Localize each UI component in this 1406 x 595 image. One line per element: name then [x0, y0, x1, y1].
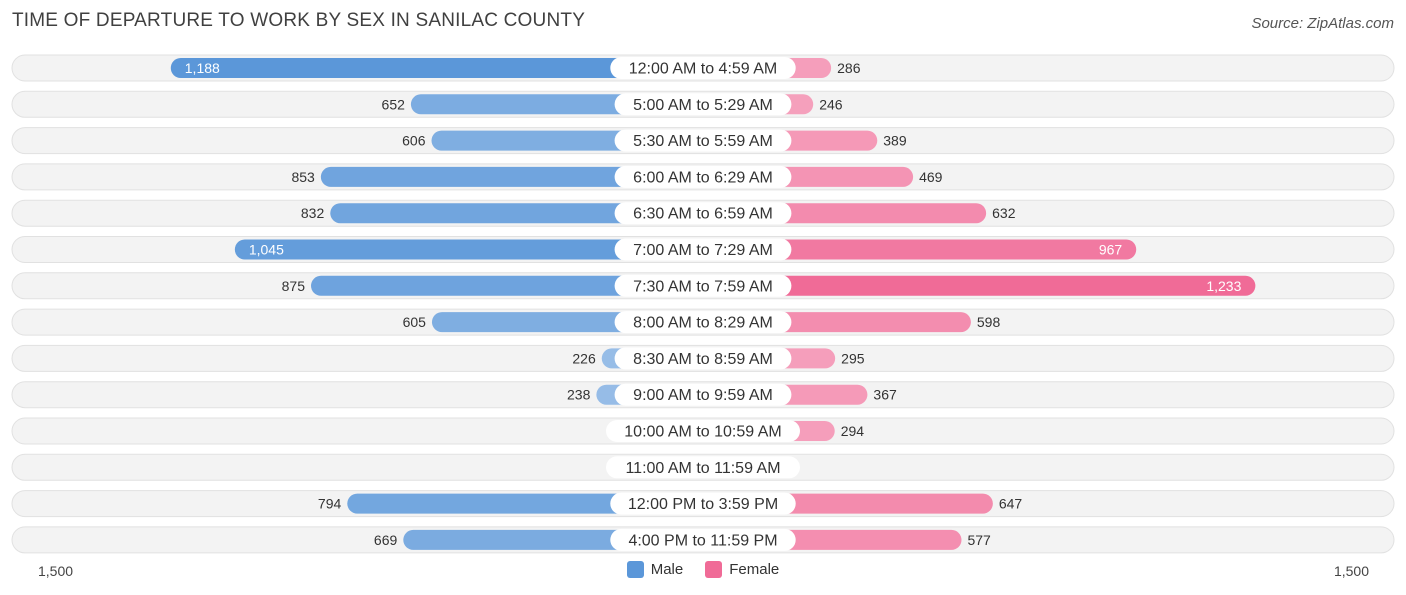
category-label: 5:30 AM to 5:59 AM: [633, 133, 773, 150]
bar-row: 494311:00 AM to 11:59 AM: [11, 453, 1395, 481]
female-value-label: 469: [919, 169, 943, 185]
female-value-label: 389: [883, 133, 907, 149]
category-pill: [614, 129, 792, 152]
category-pill: [606, 420, 800, 442]
male-value-label: 669: [374, 532, 398, 548]
legend-label-female: Female: [729, 561, 780, 578]
legend-label-male: Male: [650, 561, 684, 578]
female-bar: [703, 275, 1256, 296]
category-pill: [614, 93, 792, 116]
bar-row: 669 577 4:00 PM to 11:59 PM: [11, 526, 1395, 554]
bar-row: 1,188 286 12:00 AM to 4:59 AM: [11, 54, 1395, 82]
female-value-label: 367: [873, 387, 897, 403]
category-label: 8:00 AM to 8:29 AM: [633, 315, 773, 332]
legend-swatch-male: [626, 561, 644, 578]
category-pill: [610, 492, 796, 515]
category-label: 4:00 PM to 11:59 PM: [628, 532, 777, 549]
male-value-label: 605: [403, 314, 427, 330]
bar-row: 853 469 6:00 AM to 6:29 AM: [11, 163, 1395, 191]
category-pill: [614, 274, 792, 297]
male-bar: [170, 58, 703, 78]
female-value-label: 577: [967, 532, 991, 548]
category-pill: [614, 165, 792, 188]
bar-row: 832 632 6:30 AM to 6:59 AM: [11, 199, 1395, 227]
bar-row: 226 295 8:30 AM to 8:59 AM: [11, 344, 1395, 372]
female-bar: [703, 239, 1137, 260]
category-label: 11:00 AM to 11:59 AM: [625, 460, 780, 477]
category-pill: [614, 383, 792, 406]
category-label: 7:30 AM to 7:59 AM: [633, 278, 773, 295]
category-label: 9:00 AM to 9:59 AM: [633, 387, 773, 404]
male-bar: [311, 275, 703, 296]
bar-row: 652 246 5:00 AM to 5:29 AM: [11, 90, 1395, 118]
female-value-label: 598: [977, 314, 1001, 330]
legend-item-female: Female: [705, 561, 779, 578]
female-value-label: 632: [992, 205, 1016, 221]
category-label: 12:00 AM to 4:59 AM: [629, 61, 778, 78]
category-pill: [610, 528, 796, 551]
male-value-label: 853: [291, 169, 315, 185]
female-value-label: 295: [841, 350, 865, 366]
female-value-label: 967: [1099, 242, 1123, 258]
category-pill: [606, 456, 800, 479]
female-value-label: 286: [837, 60, 861, 76]
female-value-label: 246: [819, 96, 843, 112]
male-value-label: 238: [567, 387, 591, 403]
male-value-label: 875: [282, 278, 306, 294]
male-value-label: 606: [402, 133, 426, 149]
female-value-label: 294: [841, 423, 865, 439]
bar-row: 606 389 5:30 AM to 5:59 AM: [11, 127, 1395, 155]
category-pill: [614, 202, 792, 225]
category-pill: [614, 311, 792, 334]
bar-row: 1,045 967 7:00 AM to 7:29 AM: [11, 236, 1395, 263]
bar-row: 605 598 8:00 AM to 8:29 AM: [11, 308, 1395, 336]
category-label: 7:00 AM to 7:29 AM: [633, 242, 773, 259]
male-value-label: 1,045: [249, 242, 284, 258]
axis-label-right: 1,500: [1334, 563, 1369, 579]
category-label: 6:00 AM to 6:29 AM: [633, 169, 773, 186]
male-bar: [234, 239, 703, 260]
male-value-label: 832: [301, 205, 325, 221]
category-pill: [610, 57, 796, 79]
male-value-label: 652: [382, 96, 406, 112]
chart-title: TIME OF DEPARTURE TO WORK BY SEX IN SANI…: [12, 10, 586, 31]
category-pill: [614, 238, 792, 261]
category-label: 8:30 AM to 8:59 AM: [633, 351, 773, 368]
male-value-label: 794: [318, 496, 342, 512]
category-label: 10:00 AM to 10:59 AM: [624, 424, 781, 441]
bar-row: 12329410:00 AM to 10:59 AM: [11, 417, 1395, 445]
male-value-label: 1,188: [185, 60, 220, 76]
bar-row: 875 1,233 7:30 AM to 7:59 AM: [11, 272, 1395, 300]
male-value-label: 226: [572, 350, 596, 366]
axis-label-left: 1,500: [38, 563, 73, 579]
male-bar: [330, 203, 703, 224]
category-label: 6:30 AM to 6:59 AM: [633, 206, 773, 223]
category-pill: [614, 347, 792, 370]
category-label: 12:00 PM to 3:59 PM: [628, 496, 778, 513]
bar-row: 238 367 9:00 AM to 9:59 AM: [11, 381, 1395, 409]
female-value-label: 647: [999, 496, 1023, 512]
male-bar: [320, 166, 703, 187]
category-label: 5:00 AM to 5:29 AM: [633, 97, 773, 114]
female-value-label: 1,233: [1206, 278, 1241, 294]
legend-item-male: Male: [626, 561, 684, 578]
bar-row: 794 647 12:00 PM to 3:59 PM: [11, 490, 1395, 518]
chart-legend: Male Female: [0, 561, 1406, 578]
legend-swatch-female: [705, 561, 723, 578]
chart-source: Source: ZipAtlas.com: [1251, 15, 1394, 32]
